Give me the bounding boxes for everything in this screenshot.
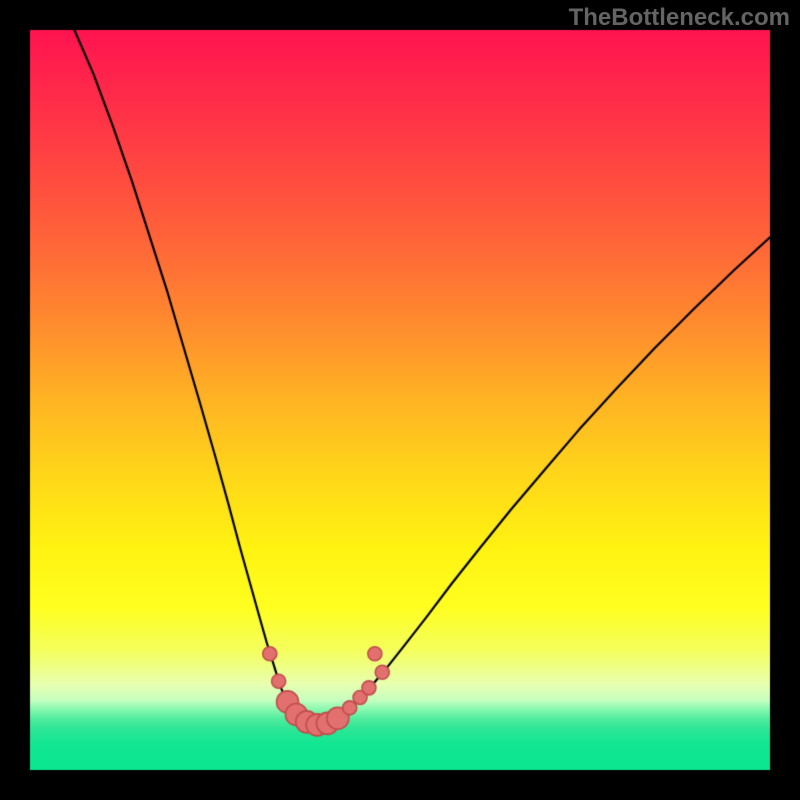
bottleneck-chart-canvas xyxy=(0,0,800,800)
chart-stage: TheBottleneck.com xyxy=(0,0,800,800)
watermark-text: TheBottleneck.com xyxy=(569,4,790,32)
